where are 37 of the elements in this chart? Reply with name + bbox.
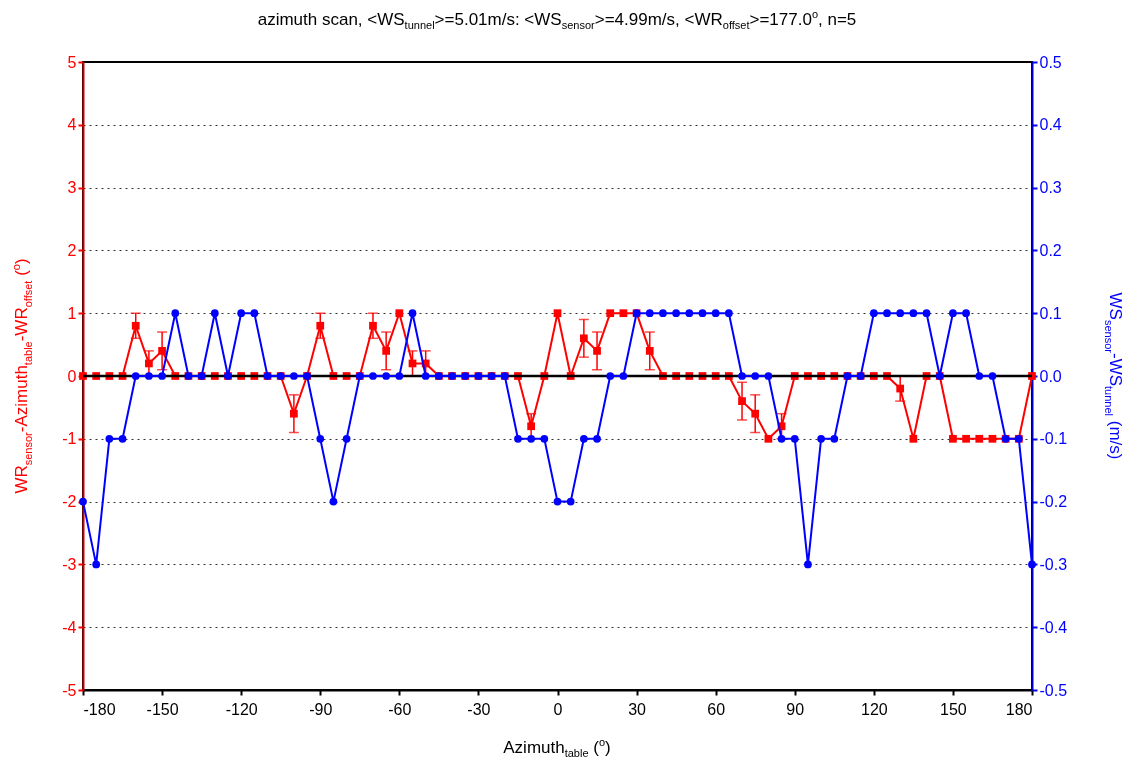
y2-tick-label: 0.1 bbox=[1039, 304, 1062, 322]
y2-tick-label: -0.5 bbox=[1039, 681, 1068, 699]
y2-tick-label: 0.3 bbox=[1039, 179, 1062, 197]
x-tick-label: 150 bbox=[940, 700, 967, 718]
y-tick-label: 2 bbox=[67, 241, 77, 259]
x-axis-title: Azimuth$_{table}$ ($^{o}$) bbox=[503, 736, 611, 760]
x-tick-label: 30 bbox=[628, 700, 647, 718]
y2-tick-label: 0.5 bbox=[1039, 53, 1062, 71]
x-tick-label: 120 bbox=[860, 700, 888, 718]
y2-tick-label: -0.3 bbox=[1039, 555, 1068, 573]
x-tick-label: -90 bbox=[309, 700, 333, 718]
y-tick-label: 4 bbox=[67, 116, 77, 134]
x-tick-label: 180 bbox=[1005, 700, 1033, 718]
x-tick-label: -30 bbox=[467, 700, 491, 718]
x-tick-label: -120 bbox=[225, 700, 258, 718]
y2-tick-label: -0.4 bbox=[1039, 618, 1068, 636]
y-tick-label: -2 bbox=[62, 493, 77, 511]
y-tick-label: -1 bbox=[62, 430, 77, 448]
y2-tick-label: 0.4 bbox=[1039, 116, 1062, 134]
y2-tick-label: 0.2 bbox=[1039, 241, 1062, 259]
y-tick-label: 0 bbox=[67, 367, 77, 385]
x-tick-label: -180 bbox=[83, 700, 116, 718]
y-tick-label: 1 bbox=[67, 304, 77, 322]
x-tick-label: 90 bbox=[786, 700, 805, 718]
x-tick-label: -150 bbox=[146, 700, 179, 718]
y-tick-label: -4 bbox=[62, 618, 77, 636]
x-tick-label: 0 bbox=[553, 700, 563, 718]
y2-tick-label: 0.0 bbox=[1039, 367, 1062, 385]
x-tick-label: 60 bbox=[707, 700, 726, 718]
y-tick-label: 5 bbox=[67, 53, 77, 71]
x-tick-label: -60 bbox=[388, 700, 412, 718]
y2-tick-label: -0.2 bbox=[1039, 493, 1068, 511]
chart-title: azimuth scan, <WS$_{tunnel}$>=5.01m/s: <WS$_{sensor}$>=4.99m/s, <WR$_{offset}$>=177.0$^{o}$, n=5 bbox=[257, 8, 857, 32]
y-tick-label: -5 bbox=[62, 681, 77, 699]
y-tick-label: 3 bbox=[67, 179, 77, 197]
y2-tick-label: -0.1 bbox=[1039, 430, 1068, 448]
y-tick-label: -3 bbox=[62, 555, 77, 573]
